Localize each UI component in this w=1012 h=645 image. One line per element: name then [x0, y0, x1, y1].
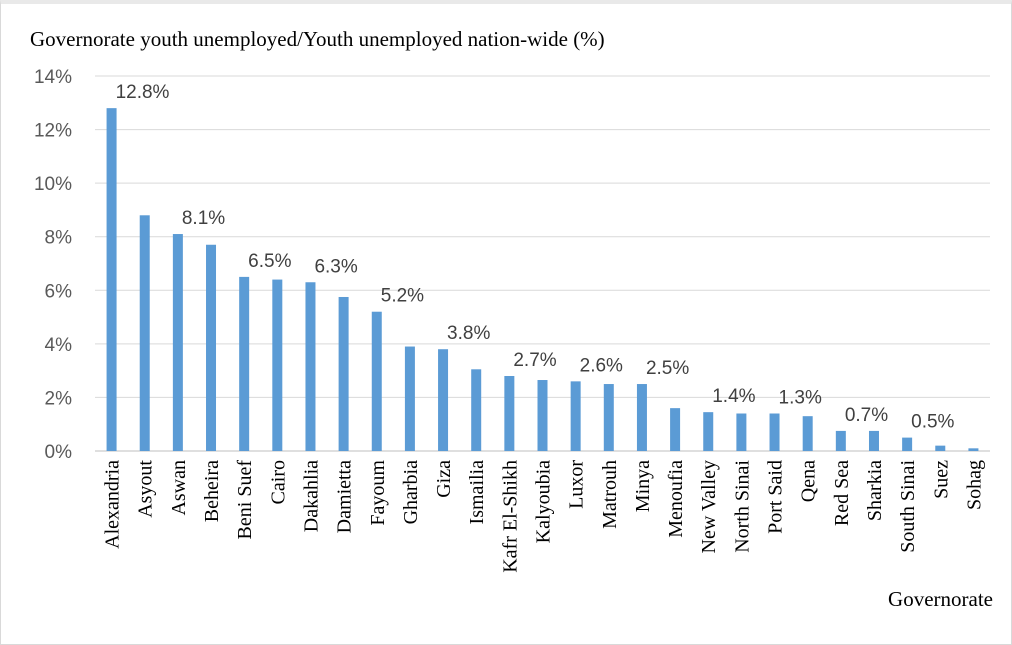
x-tick-label: Dakahlia [300, 460, 322, 532]
data-label: 2.5% [646, 358, 689, 379]
x-tick-label: Asyout [135, 460, 157, 518]
y-tick-label: 4% [45, 335, 73, 356]
bar [305, 282, 316, 451]
data-label: 6.3% [314, 256, 357, 277]
y-tick-label: 2% [45, 388, 73, 409]
y-tick-label: 14% [34, 67, 72, 88]
x-tick-label: Ismailia [466, 460, 488, 525]
bar [537, 380, 548, 451]
bar [206, 244, 217, 451]
x-tick-label: Giza [433, 460, 455, 498]
x-tick-label: Gharbia [400, 460, 422, 525]
x-tick-label: Sharkia [864, 460, 886, 521]
x-tick-label: Damietta [334, 460, 356, 533]
bar [703, 412, 714, 451]
bar [935, 445, 946, 451]
data-label: 8.1% [182, 208, 225, 229]
y-tick-label: 8% [45, 228, 73, 249]
data-label: 6.5% [248, 251, 291, 272]
x-tick-label: Fayoum [367, 460, 389, 526]
bar [769, 413, 780, 451]
y-tick-label: 6% [45, 281, 73, 302]
data-labels: 12.8% 8.1% 6.5% 6.3% 5.2% 3.8% 2.7% 2.6% 2.5% 1.4… [116, 82, 955, 432]
bar [902, 437, 913, 451]
data-label: 2.6% [580, 355, 623, 376]
bars [106, 108, 979, 452]
bar [670, 408, 681, 451]
x-tick-label: Luxor [566, 460, 588, 509]
bar [404, 346, 415, 451]
bar [968, 448, 979, 451]
x-tick-label: Sohag [963, 460, 985, 510]
bar [438, 349, 449, 451]
x-tick-label: Cairo [267, 460, 289, 504]
bar [570, 381, 581, 451]
x-tick-label: South Sinai [897, 460, 919, 553]
data-label: 5.2% [381, 286, 424, 307]
bar [603, 384, 614, 451]
x-tick-label: Port Said [765, 460, 787, 534]
bar [272, 279, 283, 451]
x-tick-label: Red Sea [831, 460, 853, 526]
x-tick-label: Alexandria [102, 460, 124, 549]
x-tick-label: Beni Suef [234, 460, 256, 540]
x-tick-label: Matrouh [599, 460, 621, 529]
x-tick-label: Kalyoubia [533, 460, 555, 543]
bar [371, 311, 382, 451]
data-label: 1.4% [712, 386, 755, 407]
bar [338, 296, 349, 451]
bar [471, 369, 482, 451]
data-label: 0.7% [845, 405, 888, 426]
bar [636, 384, 647, 451]
bar [868, 430, 879, 451]
chart-title: Governorate youth unemployed/Youth unemp… [30, 27, 605, 51]
x-tick-label: Beheira [201, 460, 223, 522]
bar [172, 234, 183, 451]
bar [139, 215, 150, 451]
bar [835, 430, 846, 451]
y-tick-label: 10% [34, 174, 72, 195]
x-tick-label: Minya [632, 460, 654, 512]
bar [802, 416, 813, 451]
bar [504, 376, 515, 451]
x-axis-title: Governorate [888, 587, 993, 611]
x-tick-label: Menoufia [665, 460, 687, 538]
bar [106, 108, 117, 452]
x-tick-label: Suez [930, 460, 952, 499]
y-tick-label: 12% [34, 121, 72, 142]
x-tick-label: Qena [798, 460, 820, 502]
y-axis-tick-labels: 0% 2% 4% 6% 8% 10% 12% 14% [34, 67, 72, 463]
x-tick-label: New Valley [698, 460, 720, 554]
data-label: 3.8% [447, 323, 490, 344]
x-tick-label: North Sinai [731, 460, 753, 553]
data-label: 2.7% [513, 350, 556, 371]
data-label: 0.5% [911, 412, 954, 433]
bar [736, 413, 747, 451]
bar [239, 276, 250, 451]
x-axis-tick-labels: Alexandria Asyout Aswan Beheira Beni Suef Cai… [102, 460, 986, 573]
x-tick-label: Kafr El-Shikh [499, 460, 521, 573]
data-label: 12.8% [116, 82, 170, 103]
x-tick-label: Aswan [168, 460, 190, 516]
y-tick-label: 0% [45, 442, 73, 463]
data-label: 1.3% [779, 388, 822, 409]
